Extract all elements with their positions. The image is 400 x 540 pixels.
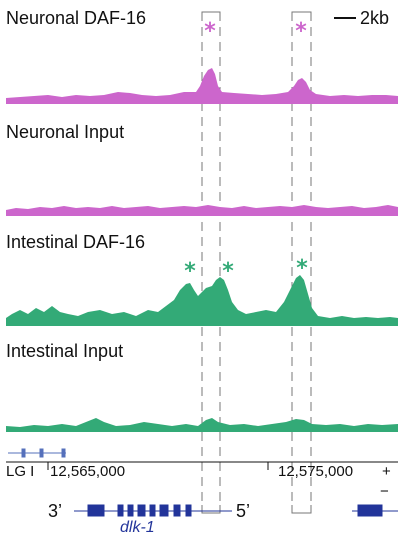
guide-cap-bottom — [201, 505, 221, 514]
guide-cap-bottom — [291, 505, 312, 514]
peak-star: * — [184, 259, 196, 284]
guide-cap-top — [291, 11, 312, 20]
dlk1-gene-model — [74, 504, 232, 517]
gene-exon — [185, 504, 192, 517]
gene-exon — [87, 504, 105, 517]
scale-bar-label: 2kb — [360, 8, 389, 28]
gene-exon — [159, 504, 169, 517]
small-gene-exon — [61, 448, 66, 458]
track-label-neuronal-input: Neuronal Input — [6, 122, 124, 142]
peak-star: * — [204, 19, 216, 44]
region-guide-caps — [201, 11, 312, 514]
small-gene-exon — [21, 448, 26, 458]
peak-star: * — [222, 259, 234, 284]
gene-3prime-label: 3’ — [48, 501, 62, 521]
strand-minus: − — [380, 483, 389, 500]
peak-star: * — [295, 19, 307, 44]
track-label-intestinal-daf16: Intestinal DAF-16 — [6, 232, 145, 252]
small-gene-exon — [39, 448, 44, 458]
small-gene-marks — [8, 448, 66, 458]
track-label-neuronal-daf16: Neuronal DAF-16 — [6, 8, 146, 28]
coordinate-right: 12,575,000 — [278, 463, 353, 480]
gene-exon — [137, 504, 146, 517]
gene-name-label: dlk-1 — [120, 519, 155, 536]
signal-neuronal-daf16 — [6, 68, 398, 104]
signal-intestinal-input — [6, 418, 398, 432]
guide-cap-top — [201, 11, 221, 20]
signal-intestinal-daf16 — [6, 275, 398, 326]
track-label-intestinal-input: Intestinal Input — [6, 341, 123, 361]
chromosome-label: LG I — [6, 463, 34, 480]
gene-exon — [127, 504, 134, 517]
coordinate-left: 12,565,000 — [50, 463, 125, 480]
gene-exon — [117, 504, 124, 517]
gene-exon — [173, 504, 181, 517]
gene-exon — [149, 504, 156, 517]
peak-star: * — [296, 256, 308, 281]
strand-plus: + — [382, 463, 391, 480]
neighbor-gene-exon — [357, 504, 383, 517]
signal-neuronal-input — [6, 205, 398, 216]
gene-5prime-label: 5’ — [236, 501, 250, 521]
neighbor-gene-model — [352, 504, 398, 517]
